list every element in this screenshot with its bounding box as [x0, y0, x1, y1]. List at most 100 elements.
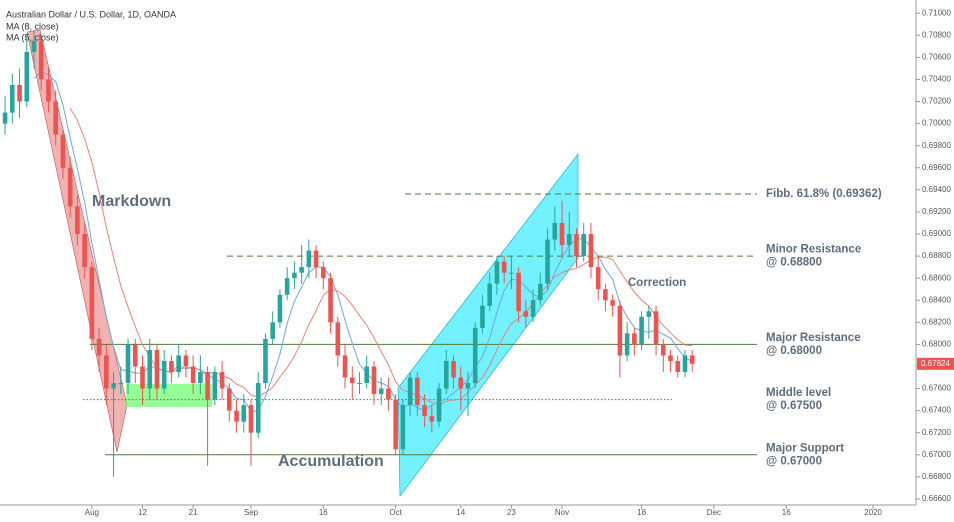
level-label: Fibb. 61.8% (0.69362)	[766, 188, 882, 200]
candle	[17, 68, 22, 119]
y-tick-label: 0.67000	[922, 450, 951, 459]
candle	[147, 338, 153, 400]
candle-body	[104, 355, 109, 389]
price-tag	[917, 357, 954, 370]
candle	[588, 222, 594, 279]
candle-body	[682, 355, 688, 372]
candle	[574, 228, 579, 268]
y-tick-label: 0.69400	[922, 185, 951, 194]
candle	[226, 383, 232, 422]
candle-body	[263, 338, 268, 384]
candle-body	[176, 355, 181, 372]
y-tick-label: 0.68600	[922, 273, 951, 282]
candle	[306, 239, 312, 279]
candle-body	[400, 405, 406, 450]
candle-body	[183, 355, 189, 367]
annotation: Correction	[628, 277, 686, 289]
candle-body	[111, 383, 116, 389]
candle-body	[125, 344, 131, 384]
x-tick-label: Aug	[85, 508, 99, 517]
y-tick-label: 0.70400	[922, 75, 951, 84]
candle	[140, 355, 145, 406]
candle-body	[371, 366, 377, 395]
candle-body	[284, 278, 290, 295]
candle	[516, 267, 521, 323]
candle	[219, 360, 225, 400]
y-tick-label: 0.68000	[922, 340, 951, 349]
y-tick-label: 0.67400	[922, 406, 951, 415]
level-label: @ 0.67500	[766, 400, 822, 412]
candle	[349, 366, 355, 400]
candle-body	[675, 360, 681, 372]
candle-body	[451, 360, 456, 378]
candle	[176, 344, 181, 378]
candle	[660, 338, 666, 372]
candle	[501, 256, 507, 284]
y-tick-label: 0.70600	[922, 53, 951, 62]
candle	[205, 366, 210, 466]
candle-body	[226, 388, 232, 411]
candle-body	[89, 267, 95, 339]
candle-body	[277, 294, 283, 323]
candle	[161, 349, 167, 395]
moving-average	[69, 107, 693, 406]
candle-body	[2, 112, 8, 124]
candle	[422, 394, 427, 428]
candle	[653, 305, 659, 356]
candle-body	[639, 316, 644, 345]
candle	[624, 322, 630, 361]
candle	[132, 338, 138, 384]
candle	[509, 256, 514, 290]
candle	[566, 211, 572, 257]
candle-body	[545, 239, 550, 284]
candle-body	[234, 410, 239, 422]
candle-body	[60, 134, 66, 168]
candle-body	[523, 311, 529, 317]
y-tick-label: 0.67600	[922, 384, 951, 393]
candle	[198, 355, 203, 395]
candle-body	[9, 84, 15, 113]
candle-body	[31, 40, 37, 52]
x-tick-label: Sep	[244, 508, 259, 517]
candle	[248, 399, 254, 466]
candle	[111, 371, 116, 477]
x-tick-label: 12	[138, 508, 147, 517]
candle-body	[241, 405, 247, 422]
candle	[284, 267, 290, 301]
candle-body	[349, 377, 355, 384]
candle-body	[161, 360, 167, 389]
candle-body	[588, 234, 594, 268]
candle-body	[465, 383, 471, 389]
candle	[277, 289, 283, 328]
candle	[241, 394, 247, 433]
candle-body	[147, 349, 153, 389]
candle	[443, 349, 449, 395]
candle	[610, 294, 615, 317]
candle-body	[132, 344, 138, 367]
candle-body	[509, 272, 514, 274]
candle-body	[198, 371, 203, 384]
candle-body	[407, 377, 413, 406]
candle	[183, 349, 189, 378]
x-tick-label: Nov	[555, 508, 569, 517]
price-tag-label: 0.67824	[921, 359, 950, 368]
candle	[552, 206, 558, 251]
candle-body	[501, 261, 507, 273]
candle	[335, 316, 341, 367]
candle-body	[364, 366, 370, 384]
candle-body	[516, 272, 521, 312]
candle-body	[321, 267, 326, 279]
accumulation-channel	[397, 153, 579, 497]
candle	[458, 366, 464, 411]
candle-body	[646, 311, 652, 317]
candle-body	[219, 371, 225, 389]
candle-body	[292, 272, 297, 279]
candle	[38, 35, 44, 91]
x-tick-label: 23	[507, 508, 516, 517]
candle	[451, 355, 456, 389]
candle-body	[24, 51, 30, 102]
candle	[639, 311, 644, 350]
y-tick-label: 0.66600	[922, 494, 951, 503]
candle-body	[429, 416, 435, 422]
candle	[689, 349, 695, 372]
